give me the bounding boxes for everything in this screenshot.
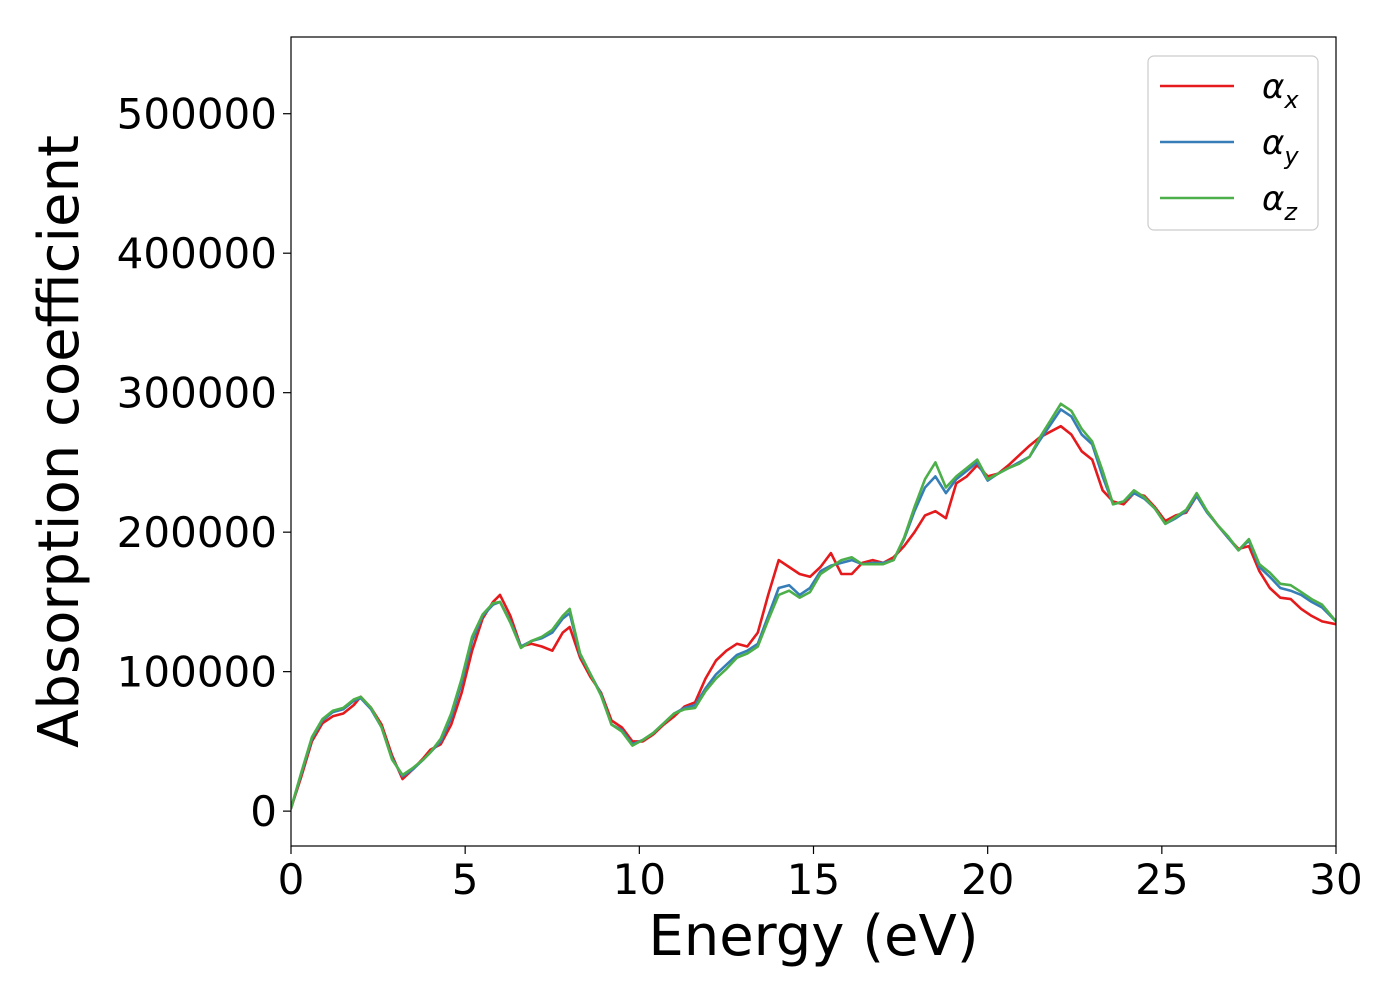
series-layer — [291, 402, 1336, 810]
y-tick-label: 500000 — [117, 90, 277, 139]
y-tick-label: 300000 — [117, 369, 277, 418]
y-tick-label: 400000 — [117, 229, 277, 278]
series-line-0 — [291, 424, 1336, 810]
y-axis-ticks: 0 100000 200000 300000 400000 500000 — [117, 90, 291, 836]
x-tick-label: 30 — [1309, 855, 1362, 904]
legend-label: αz — [1262, 179, 1298, 226]
x-axis-label: Energy (eV) — [648, 904, 978, 969]
x-tick-label: 0 — [278, 855, 305, 904]
x-tick-label: 15 — [787, 855, 840, 904]
y-axis-label: Absorption coefficient — [27, 135, 92, 748]
legend-label: αx — [1262, 67, 1299, 114]
legend: αx αy αz — [1147, 55, 1319, 231]
y-tick-label: 0 — [250, 787, 277, 836]
x-tick-label: 25 — [1135, 855, 1188, 904]
y-tick-label: 200000 — [117, 508, 277, 557]
y-tick-label: 100000 — [117, 648, 277, 697]
x-axis-ticks: 0 5 10 15 20 25 30 — [278, 846, 1363, 904]
series-line-1 — [291, 408, 1336, 810]
x-tick-label: 20 — [961, 855, 1014, 904]
series-line-2 — [291, 402, 1336, 810]
x-tick-label: 10 — [613, 855, 666, 904]
legend-label: αy — [1262, 123, 1299, 170]
x-tick-label: 5 — [452, 855, 479, 904]
